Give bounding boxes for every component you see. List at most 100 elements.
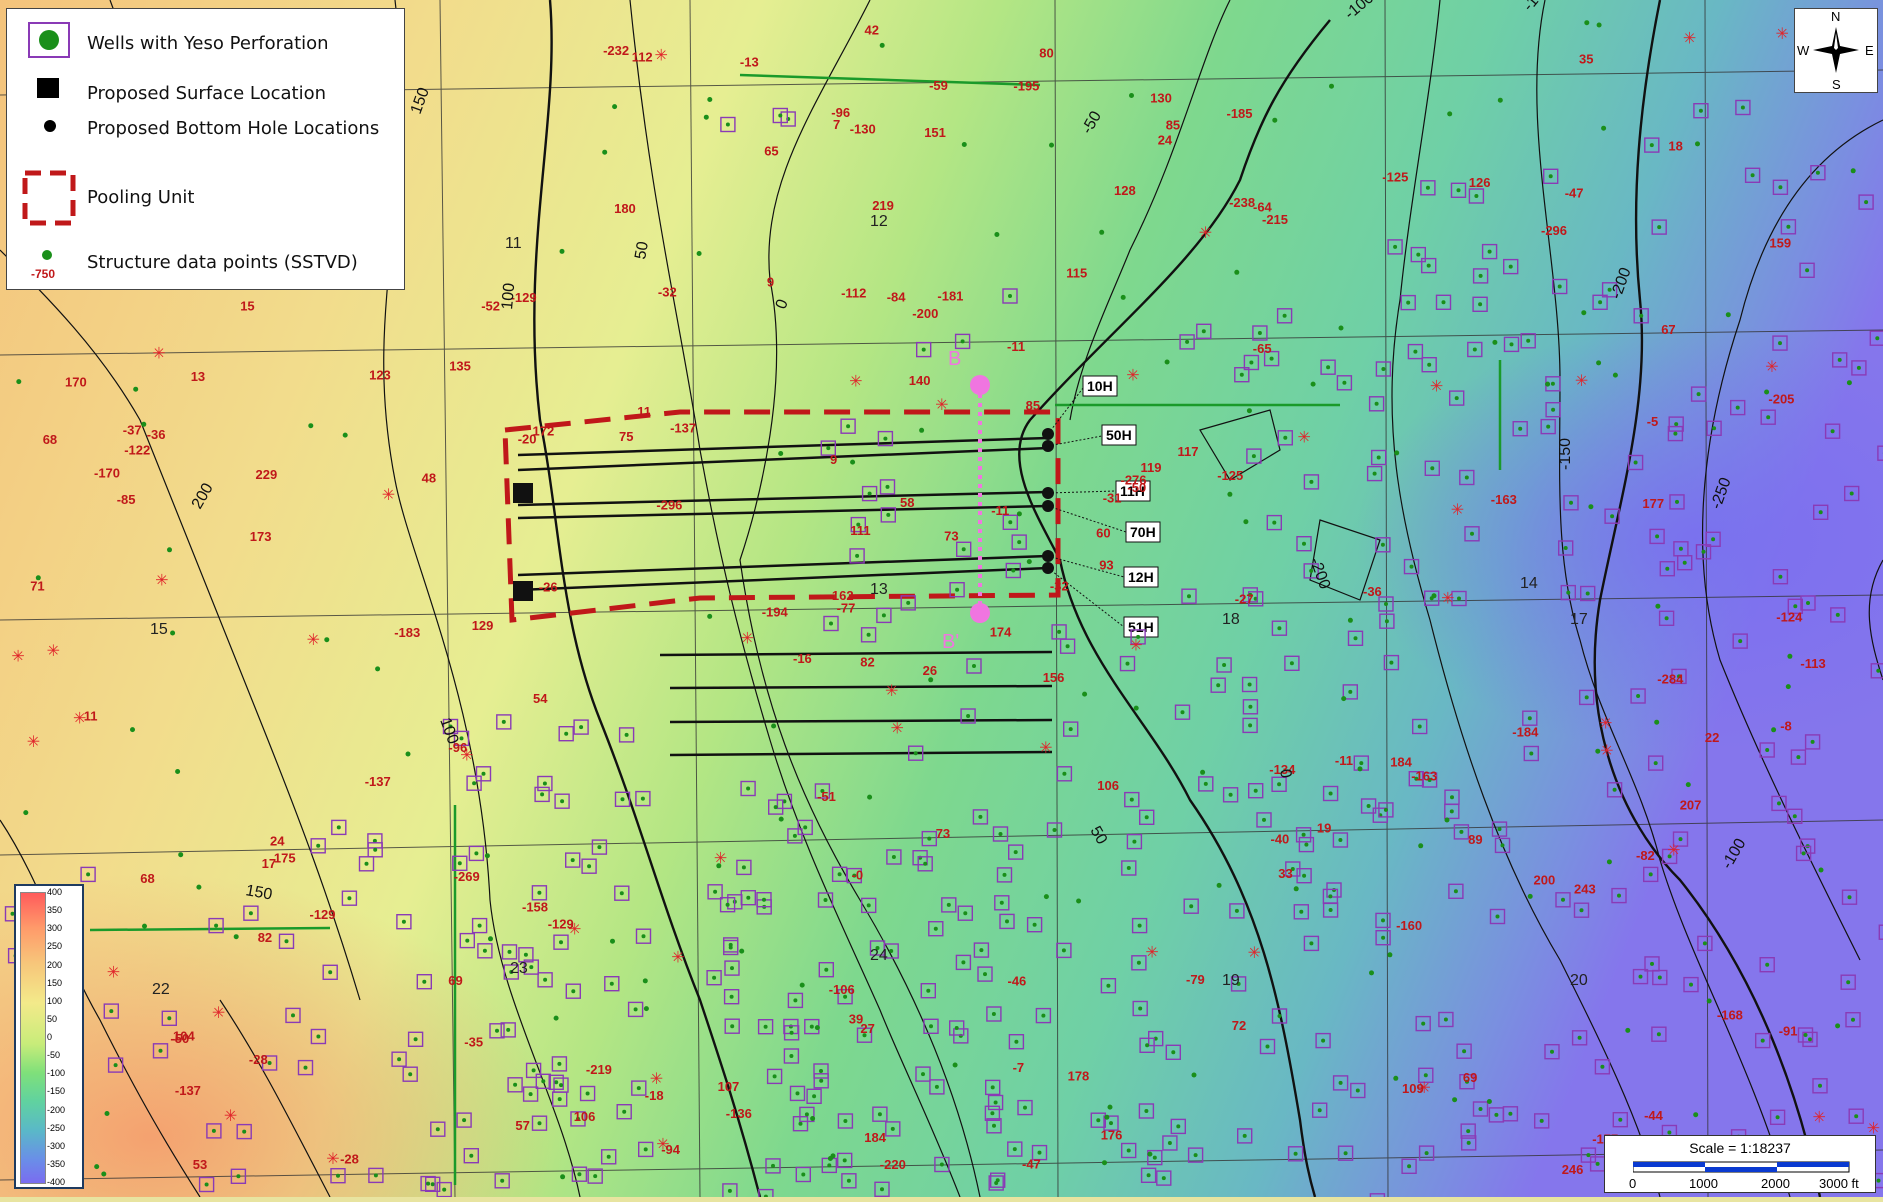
structure-data-point <box>1418 843 1423 848</box>
scale-tick-1000: 1000 <box>1689 1176 1718 1191</box>
yeso-well-dot <box>1857 366 1861 370</box>
yeso-well-dot <box>1262 818 1266 822</box>
yeso-well-dot <box>1204 782 1208 786</box>
yeso-well-dot <box>1430 466 1434 470</box>
yeso-well-dot <box>304 1066 308 1070</box>
color-scale-tick: 100 <box>47 997 62 1006</box>
yeso-well-dot <box>1278 1014 1282 1018</box>
structure-data-point <box>1227 492 1232 497</box>
yeso-well-dot <box>397 1057 401 1061</box>
yeso-well-dot <box>1598 300 1602 304</box>
yeso-well-dot <box>1655 534 1659 538</box>
yeso-well-dot <box>469 1154 473 1158</box>
yeso-well-dot <box>764 1025 768 1029</box>
yeso-well-dot <box>1634 461 1638 465</box>
structure-data-point <box>133 387 138 392</box>
yeso-well-dot <box>1802 851 1806 855</box>
section-number: 18 <box>1222 611 1240 628</box>
section-number: 13 <box>870 581 888 598</box>
yeso-well-dot <box>1657 1032 1661 1036</box>
dry-hole-symbol: ✳ <box>1667 843 1680 860</box>
dry-hole-symbol: ✳ <box>11 649 24 666</box>
yeso-well-dot <box>999 832 1003 836</box>
structure-data-point <box>800 983 805 988</box>
structure-data-point <box>234 934 239 939</box>
yeso-well-dot <box>1096 1118 1100 1122</box>
dry-hole-symbol: ✳ <box>307 632 320 649</box>
yeso-well-dot <box>1831 429 1835 433</box>
yeso-well-dot <box>1528 716 1532 720</box>
yeso-well-dot <box>1580 908 1584 912</box>
yeso-well-dot <box>1426 186 1430 190</box>
color-scale-tick: 0 <box>47 1033 52 1042</box>
yeso-well-dot <box>992 1124 996 1128</box>
structure-data-point <box>308 423 313 428</box>
dry-hole-symbol: ✳ <box>935 397 948 414</box>
yeso-well-dot <box>1751 173 1755 177</box>
cross-section-start-label: B <box>948 348 961 370</box>
color-scale-tick: 300 <box>47 924 62 933</box>
dry-hole-symbol: ✳ <box>382 487 395 504</box>
structure-value-label: -183 <box>394 625 420 640</box>
yeso-well-dot <box>482 772 486 776</box>
yeso-well-dot <box>978 815 982 819</box>
yeso-well-dot <box>868 492 872 496</box>
yeso-well-dot <box>1711 537 1715 541</box>
structure-data-point <box>850 460 855 465</box>
yeso-well-dot <box>947 903 951 907</box>
compass-rose-icon <box>1811 25 1861 75</box>
compass-south: S <box>1832 77 1841 92</box>
structure-value-label: -232 <box>603 43 629 58</box>
yeso-well-dot <box>966 714 970 718</box>
structure-data-point <box>488 936 493 941</box>
structure-value-label: -137 <box>365 774 391 789</box>
structure-value-label: -219 <box>586 1062 612 1077</box>
yeso-well-dot <box>927 837 931 841</box>
contour-label: 100 <box>499 282 518 310</box>
structure-data-point <box>1147 1152 1152 1157</box>
legend-structure-sample: -750 <box>31 267 55 281</box>
yeso-well-dot <box>1508 1112 1512 1116</box>
yeso-well-dot <box>1610 514 1614 518</box>
structure-data-point <box>1835 1023 1840 1028</box>
structure-value-label: -11 <box>1335 753 1353 768</box>
yeso-well-dot <box>1309 480 1313 484</box>
yeso-well-dot <box>642 934 646 938</box>
yeso-well-dot <box>1474 194 1478 198</box>
surface-location-marker <box>513 581 533 601</box>
structure-value-label: -28 <box>249 1052 268 1067</box>
structure-value-label: 106 <box>574 1109 596 1124</box>
yeso-well-dot <box>880 1187 884 1191</box>
yeso-well-dot <box>622 1110 626 1114</box>
yeso-well-dot <box>1385 619 1389 623</box>
yeso-well-dot <box>1457 188 1461 192</box>
structure-value-label: 85 <box>1026 398 1040 413</box>
yeso-well-dot <box>291 1013 295 1017</box>
yeso-well-dot <box>212 1129 216 1133</box>
structure-data-point <box>1693 1112 1698 1117</box>
yeso-well-dot <box>1658 976 1662 980</box>
dry-hole-symbol: ✳ <box>891 721 904 738</box>
structure-value-label: -276 <box>1121 473 1147 488</box>
structure-data-point <box>1247 408 1252 413</box>
structure-data-point <box>196 885 201 890</box>
structure-value-label: 57 <box>515 1118 529 1133</box>
yeso-well-dot <box>1003 873 1007 877</box>
yeso-well-dot <box>790 1031 794 1035</box>
yeso-well-dot <box>1462 1049 1466 1053</box>
structure-data-point <box>16 379 21 384</box>
yeso-well-dot <box>1013 1147 1017 1151</box>
structure-data-point <box>1358 766 1363 771</box>
structure-data-point <box>1348 618 1353 623</box>
yeso-well-dot <box>1459 830 1463 834</box>
yeso-well-dot <box>774 805 778 809</box>
yeso-well-dot <box>86 872 90 876</box>
section-number: 12 <box>870 213 888 230</box>
yeso-well-dot <box>827 1163 831 1167</box>
color-scale-tick: -350 <box>47 1160 65 1169</box>
yeso-well-dot <box>921 1072 925 1076</box>
structure-value-label: -44 <box>1644 1108 1664 1123</box>
structure-value-label: 69 <box>1463 1070 1477 1085</box>
yeso-well-dot <box>641 797 645 801</box>
yeso-well-dot <box>1741 106 1745 110</box>
